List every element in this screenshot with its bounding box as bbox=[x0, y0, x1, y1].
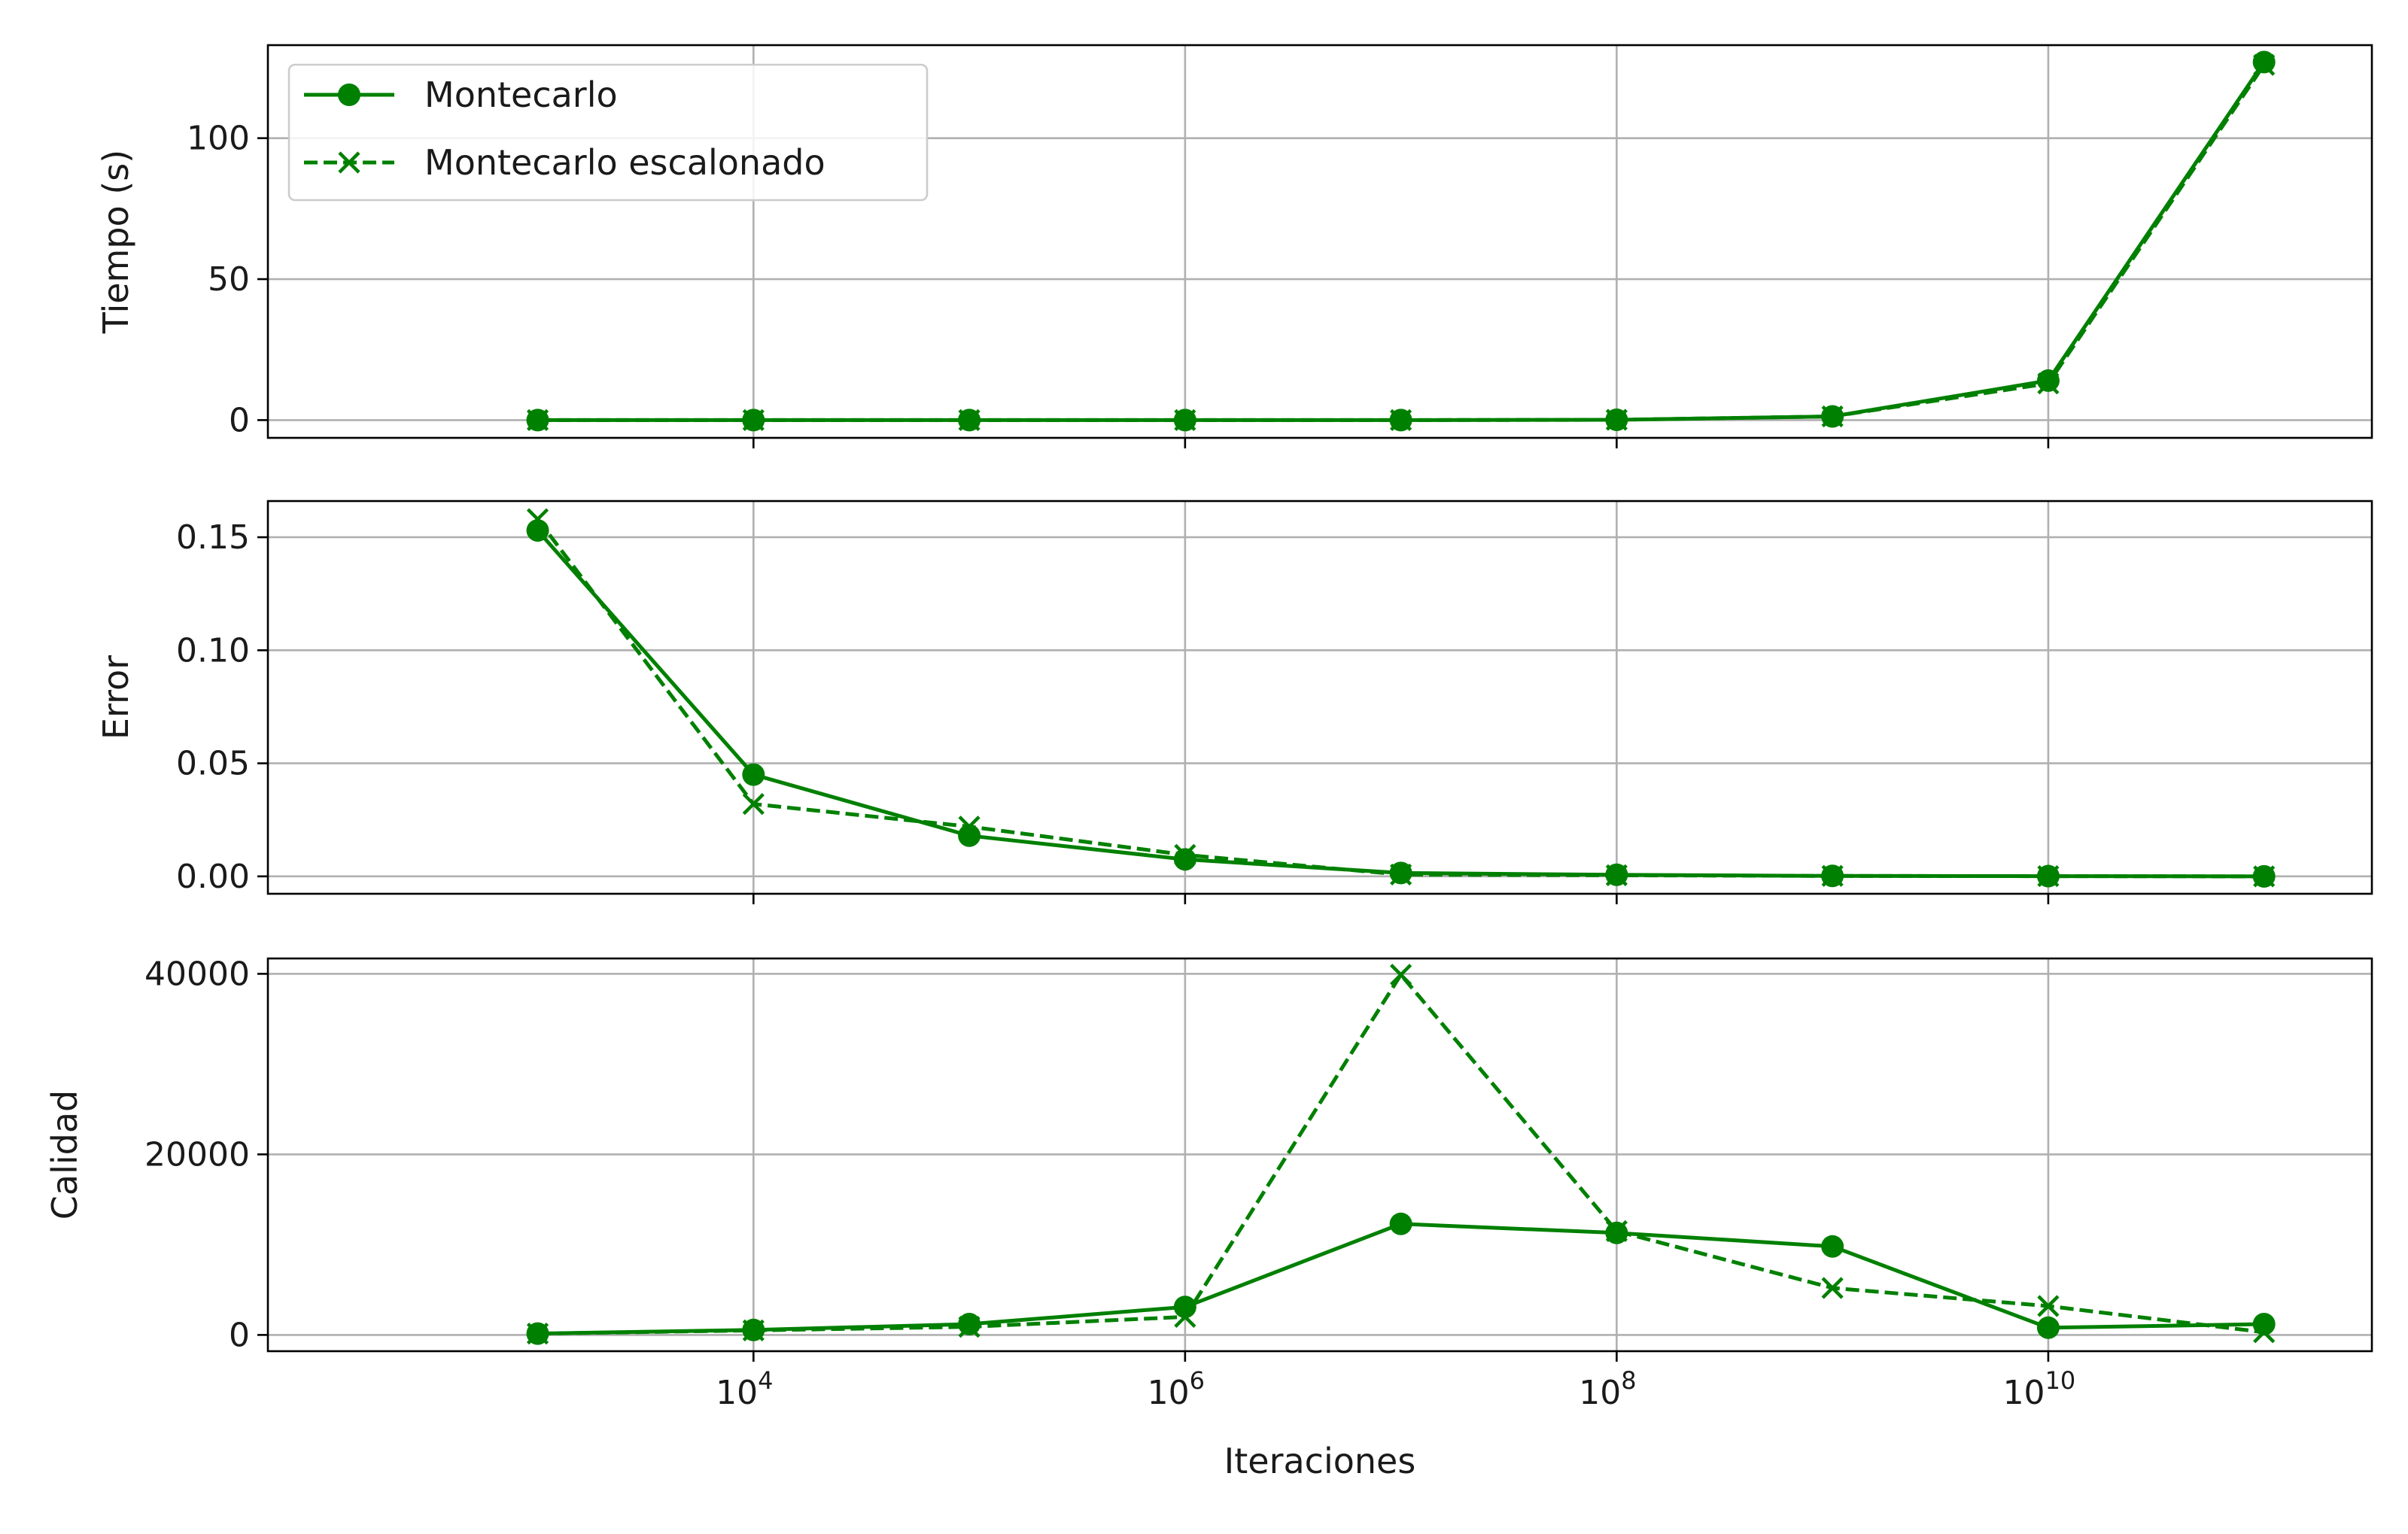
data-point bbox=[2253, 1321, 2276, 1344]
data-point bbox=[742, 409, 765, 431]
data-point bbox=[1174, 1305, 1196, 1328]
data-point bbox=[742, 763, 765, 786]
legend-marker bbox=[338, 151, 360, 174]
y-tick-label: 0.10 bbox=[176, 631, 250, 670]
y-tick-label: 0.05 bbox=[176, 745, 250, 783]
data-point bbox=[1605, 864, 1628, 886]
data-point bbox=[1173, 848, 1196, 871]
data-point bbox=[742, 1319, 765, 1341]
subplot-2: 0.00 0.05 0.10 0.15 Error bbox=[96, 500, 2373, 904]
data-point bbox=[1390, 409, 1412, 431]
y-tick-label: 100 bbox=[187, 120, 250, 158]
data-point bbox=[526, 409, 549, 431]
data-point bbox=[1390, 964, 1412, 986]
y-tick-label: 50 bbox=[208, 260, 250, 299]
series-montecarlo-escalonado bbox=[526, 964, 2276, 1345]
y-tick-label: 20000 bbox=[144, 1135, 250, 1174]
legend: Montecarlo Montecarlo escalonado bbox=[287, 63, 929, 202]
data-point bbox=[1174, 843, 1196, 866]
x-tick-label: 108 bbox=[1579, 1366, 1636, 1412]
data-point bbox=[958, 409, 981, 431]
data-point bbox=[2253, 865, 2276, 888]
y-tick-label: 0.00 bbox=[176, 858, 250, 896]
data-point bbox=[958, 1316, 981, 1338]
data-point bbox=[2037, 1295, 2060, 1317]
data-point bbox=[1821, 1277, 1844, 1299]
data-point bbox=[958, 816, 981, 838]
x-tick-label: 104 bbox=[716, 1366, 773, 1412]
data-point bbox=[526, 508, 549, 530]
legend-marker bbox=[338, 84, 360, 106]
y-axis-label: Error bbox=[96, 655, 136, 740]
data-point bbox=[1389, 1212, 1412, 1235]
data-point bbox=[958, 1313, 981, 1335]
data-point bbox=[742, 793, 765, 816]
data-point bbox=[1821, 864, 1844, 887]
axes-frame bbox=[266, 44, 2373, 439]
data-point bbox=[526, 1323, 549, 1345]
data-point bbox=[1605, 1220, 1628, 1242]
series-montecarlo-escalonado bbox=[526, 508, 2276, 888]
data-point bbox=[526, 519, 549, 542]
subplot-1: 0 50 100 Tiempo (s) Montecarlo Montecarlo esc… bbox=[96, 44, 2373, 448]
data-point bbox=[2037, 864, 2060, 888]
x-tick-label: 106 bbox=[1148, 1366, 1205, 1412]
y-axis-label: Calidad bbox=[44, 1090, 85, 1220]
y-tick-label: 0 bbox=[229, 401, 250, 439]
y-tick-label: 0.15 bbox=[176, 518, 250, 557]
y-axis-label: Tiempo (s) bbox=[96, 150, 136, 334]
y-tick-label: 0 bbox=[229, 1316, 250, 1354]
legend-box bbox=[287, 63, 929, 202]
axes-frame bbox=[266, 500, 2373, 895]
subplots: 0 50 100 Tiempo (s) Montecarlo Montecarlo esc… bbox=[44, 44, 2373, 1412]
data-point bbox=[2036, 1316, 2060, 1339]
data-point bbox=[1174, 409, 1196, 431]
data-point bbox=[1821, 1235, 1844, 1258]
legend-label: Montecarlo bbox=[424, 74, 618, 115]
data-point bbox=[2252, 50, 2276, 74]
subplot-3: 104 106 108 1010 0 20000 40000 Calidad bbox=[44, 955, 2373, 1412]
grid bbox=[268, 958, 2372, 1351]
x-axis-label: Iteraciones bbox=[1224, 1441, 1416, 1481]
data-point bbox=[1605, 409, 1628, 431]
data-point bbox=[2253, 53, 2276, 76]
legend-label: Montecarlo escalonado bbox=[424, 142, 825, 183]
series-montecarlo-escalonado bbox=[526, 53, 2276, 431]
data-point bbox=[1390, 863, 1412, 886]
data-point bbox=[1821, 405, 1844, 428]
y-tick-label: 40000 bbox=[144, 955, 250, 993]
x-tick-label: 1010 bbox=[2003, 1366, 2076, 1412]
data-point bbox=[2037, 372, 2060, 395]
